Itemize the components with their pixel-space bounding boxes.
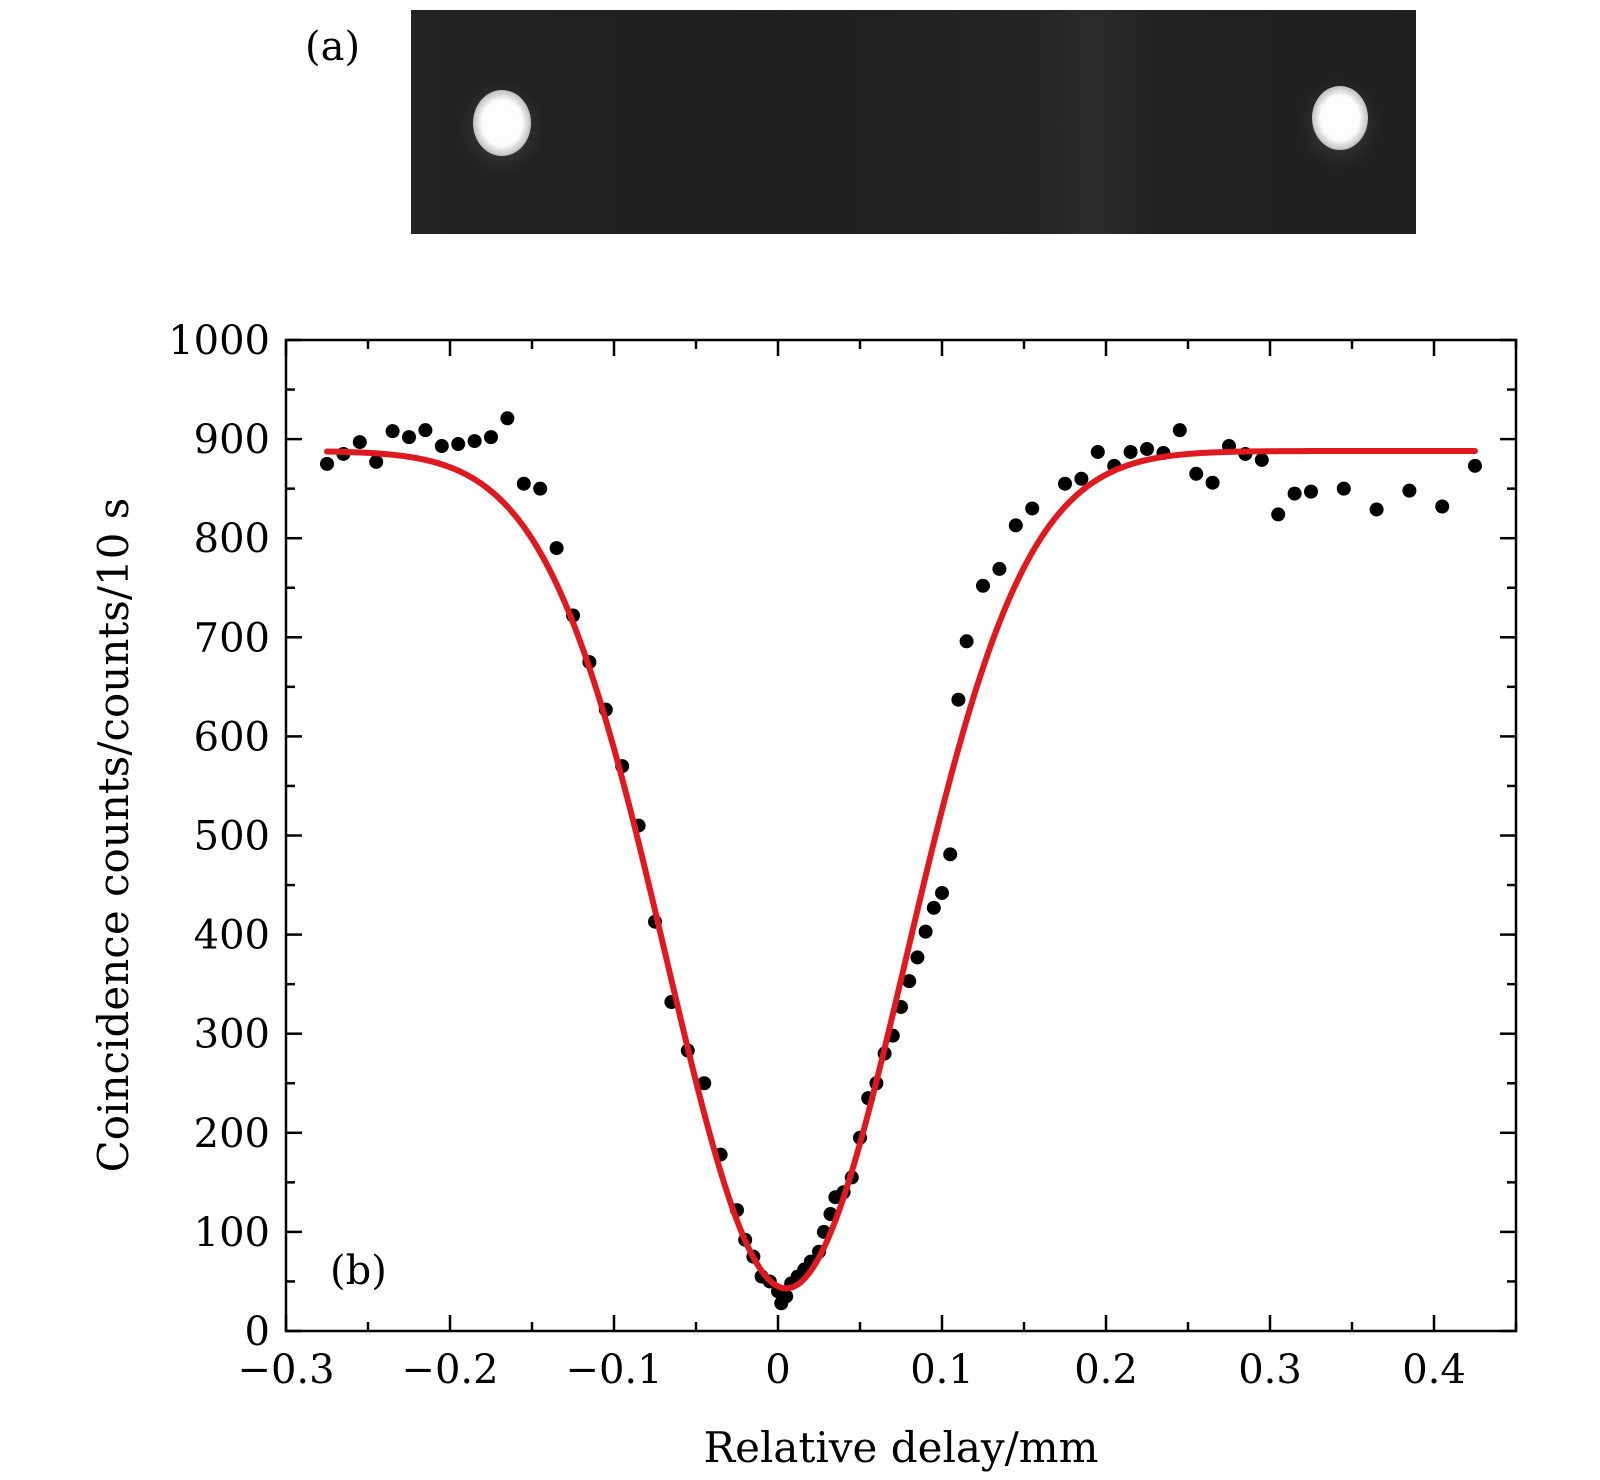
data-point — [959, 634, 974, 649]
left-bright-spot — [473, 90, 531, 156]
y-tick-label: 900 — [194, 417, 270, 463]
data-point — [1287, 486, 1302, 501]
data-point — [926, 900, 941, 915]
y-tick-label: 300 — [194, 1012, 270, 1058]
y-tick-label: 0 — [245, 1309, 270, 1355]
x-tick-label: 0.4 — [1402, 1347, 1466, 1393]
data-point — [484, 430, 498, 445]
y-tick-label: 500 — [194, 814, 270, 860]
y-tick-label: 800 — [194, 516, 270, 562]
data-point — [1435, 499, 1450, 514]
coincidence-chart: −0.3 −0.2 −0.1 0 0.1 0.2 0.3 0.4 0 100 200 300 400 5… — [89, 318, 1518, 1472]
x-tick-labels: −0.3 −0.2 −0.1 0 0.1 0.2 0.3 0.4 — [237, 1347, 1465, 1393]
data-point — [1205, 475, 1220, 490]
data-point — [418, 423, 433, 438]
y-tick-labels: 0 100 200 300 400 500 600 700 800 900 1000 — [168, 318, 270, 1355]
camera-image — [411, 10, 1416, 234]
data-point — [516, 476, 531, 491]
x-tick-label: 0.3 — [1238, 1347, 1302, 1393]
data-point — [1468, 458, 1482, 473]
data-point — [697, 1076, 712, 1091]
y-tick-label: 100 — [194, 1210, 270, 1256]
y-tick-label: 200 — [194, 1111, 270, 1157]
data-point — [467, 434, 482, 449]
camera-image-background — [411, 10, 1416, 234]
data-point — [1304, 484, 1318, 499]
x-tick-label: 0 — [765, 1347, 790, 1393]
data-point — [1254, 452, 1269, 467]
data-point — [935, 885, 949, 900]
data-point — [451, 437, 466, 452]
panel-b-label: (b) — [330, 1248, 387, 1294]
x-tick-label: −0.3 — [237, 1347, 334, 1393]
data-point — [385, 424, 400, 439]
data-point — [549, 541, 564, 556]
y-tick-label: 600 — [194, 714, 270, 760]
data-point — [1369, 502, 1384, 517]
data-point — [434, 439, 449, 454]
data-point — [1008, 518, 1023, 533]
fit-curve — [324, 447, 1478, 1292]
data-point — [1090, 444, 1105, 459]
y-tick-label: 400 — [194, 913, 270, 959]
axis-ticks — [284, 338, 1518, 1333]
x-axis-label: Relative delay/mm — [704, 1423, 1099, 1472]
data-point — [1336, 481, 1351, 496]
data-point — [533, 481, 548, 496]
data-point — [1271, 507, 1286, 522]
data-point — [369, 454, 384, 469]
data-point — [910, 950, 925, 965]
y-tick-label: 1000 — [168, 318, 270, 364]
y-tick-label: 700 — [194, 615, 270, 661]
data-point — [976, 578, 990, 593]
x-tick-label: −0.1 — [565, 1347, 662, 1393]
data-point — [779, 1289, 794, 1304]
data-point — [1074, 471, 1089, 486]
data-point — [1189, 466, 1204, 481]
data-point — [1172, 423, 1187, 438]
data-point — [1025, 501, 1040, 516]
right-bright-spot — [1312, 86, 1368, 150]
data-point — [902, 974, 917, 989]
data-point — [943, 847, 958, 862]
panel-a-label: (a) — [305, 24, 360, 70]
data-point — [320, 456, 334, 471]
y-axis-label: Coincidence counts/counts/10 s — [89, 498, 138, 1173]
data-point — [918, 924, 933, 939]
data-point — [402, 430, 416, 445]
data-point — [992, 561, 1007, 576]
data-point — [500, 411, 515, 426]
data-point — [352, 435, 367, 450]
plot-frame — [284, 338, 1518, 1333]
data-point — [1140, 442, 1154, 457]
x-tick-label: −0.2 — [401, 1347, 498, 1393]
x-tick-label: 0.2 — [1074, 1347, 1138, 1393]
data-point — [1402, 483, 1417, 498]
data-points — [320, 411, 1482, 1311]
data-point — [1123, 444, 1138, 459]
x-tick-label: 0.1 — [910, 1347, 974, 1393]
data-point — [951, 692, 966, 707]
data-point — [1058, 476, 1072, 491]
